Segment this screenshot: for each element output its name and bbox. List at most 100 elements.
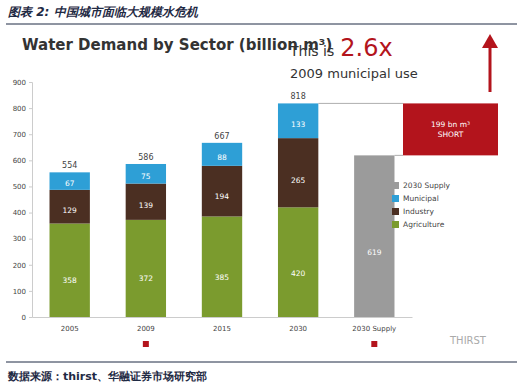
annotation-arrow-shaft — [489, 44, 492, 92]
total-label: 586 — [138, 153, 153, 162]
y-tick: 900 — [13, 79, 32, 87]
shortfall-label: 199 bn m³ — [431, 120, 470, 129]
y-tick-label: 800 — [13, 105, 26, 113]
x-tick-label: 2015 — [213, 325, 231, 333]
footer-rule — [6, 362, 517, 363]
bar-value-label: 358 — [63, 276, 78, 285]
y-tick-mark — [29, 239, 32, 240]
bar-value-label: 385 — [215, 273, 230, 282]
y-tick: 100 — [13, 288, 32, 296]
bar-segment — [278, 207, 318, 317]
legend-label: Industry — [403, 207, 434, 216]
y-tick-label: 500 — [13, 183, 26, 191]
watermark: THIRST — [449, 335, 487, 346]
bar-value-label: 372 — [139, 274, 154, 283]
chart-svg: 图表 2: 中国城市面临大规模水危机 Water Demand by Sector… — [0, 0, 523, 390]
y-tick-mark — [29, 186, 32, 187]
y-tick-label: 300 — [13, 235, 26, 243]
bar-segment — [50, 224, 90, 317]
header-title: 图表 2: 中国城市面临大规模水危机 — [8, 5, 199, 19]
bar-segment — [202, 166, 242, 217]
y-tick-label: 900 — [13, 79, 26, 87]
shortfall-guide-bottom — [394, 155, 403, 156]
bar-segment — [202, 216, 242, 317]
bar-segment — [202, 143, 242, 166]
y-tick: 700 — [13, 131, 32, 139]
y-tick-mark — [29, 134, 32, 135]
bar-segment — [126, 184, 166, 220]
y-tick: 400 — [13, 209, 32, 217]
legend: 2030 Supply Municipal Industry Agriculture — [392, 181, 451, 229]
y-axis-line — [29, 83, 33, 318]
legend-item: Agriculture — [392, 220, 445, 229]
y-tick-label: 600 — [13, 157, 26, 165]
legend-swatch — [392, 208, 399, 215]
y-tick-mark — [29, 213, 32, 214]
bar-segment — [126, 164, 166, 184]
total-label: 667 — [214, 132, 229, 141]
bar-value-label: 129 — [63, 206, 78, 215]
bar-segment — [50, 190, 90, 224]
bar-value-label: 420 — [291, 269, 306, 278]
shortfall-annotation: 199 bn m³SHORT This is2.6x 2009 municipal … — [289, 34, 498, 155]
shortfall-label: SHORT — [438, 130, 464, 139]
bar-segment — [50, 172, 90, 189]
shortfall-box — [403, 103, 498, 155]
legend-item: Industry — [392, 207, 434, 216]
plot-area — [50, 103, 395, 317]
y-tick: 600 — [13, 157, 32, 165]
annotation-arrow-head — [482, 34, 498, 48]
bar-segment — [126, 220, 166, 317]
bar-value-label: 67 — [65, 179, 75, 188]
legend-label: Agriculture — [403, 220, 445, 229]
y-tick-mark — [29, 160, 32, 161]
y-tick: 200 — [13, 262, 32, 270]
x-tick-label: 2005 — [61, 325, 79, 333]
bar-value-label: 75 — [141, 172, 151, 181]
x-tick-label: 2030 Supply — [352, 325, 396, 333]
y-tick-label: 100 — [13, 288, 26, 296]
legend-label: Municipal — [403, 194, 439, 203]
bar-value-label: 139 — [139, 201, 154, 210]
category-marker — [371, 341, 377, 347]
bar-segment — [354, 155, 394, 317]
x-tick-label: 2009 — [137, 325, 155, 333]
y-tick: 500 — [13, 183, 32, 191]
y-tick-label: 0 — [22, 314, 26, 322]
x-tick: 2009 — [137, 317, 155, 333]
x-axis-line — [33, 317, 413, 318]
y-tick-mark — [29, 108, 32, 109]
annotation-text: 2009 municipal use — [290, 66, 418, 81]
x-axis: 2005 2009 2015 2030 2030 Supply — [33, 317, 413, 333]
y-tick-mark — [29, 291, 32, 292]
y-tick-label: 200 — [13, 262, 26, 270]
x-tick: 2015 — [213, 317, 231, 333]
x-tick-label: 2030 — [289, 325, 307, 333]
legend-label: 2030 Supply — [403, 181, 451, 190]
category-marker — [143, 341, 149, 347]
y-axis: 0 100 200 300 400 500 600 700 800 900 — [13, 79, 33, 322]
legend-swatch — [392, 195, 399, 202]
annotation-line1: This is2.6x — [289, 34, 393, 62]
y-tick: 300 — [13, 235, 32, 243]
chart-title: Water Demand by Sector (billion m³) — [22, 36, 332, 54]
y-tick-mark — [29, 265, 32, 266]
y-tick-mark — [29, 317, 32, 318]
y-tick-mark — [29, 82, 32, 83]
bar-value-label: 619 — [367, 248, 382, 257]
x-tick: 2030 — [289, 317, 307, 333]
bar-value-label: 133 — [291, 120, 306, 129]
shortfall-guide-top — [318, 103, 403, 104]
total-label: 554 — [62, 161, 77, 170]
y-tick: 0 — [22, 314, 32, 322]
data-labels: 3583723854201291391942656775881336195545… — [62, 92, 382, 284]
bar-segment — [278, 138, 318, 207]
chart-root: 图表 2: 中国城市面临大规模水危机 Water Demand by Sector… — [0, 0, 523, 390]
legend-item: Municipal — [392, 194, 439, 203]
source: 数据来源：thirst、华融证券市场研究部 — [7, 370, 207, 383]
x-tick: 2005 — [61, 317, 79, 333]
y-tick-label: 400 — [13, 209, 26, 217]
bar-segment — [278, 103, 318, 138]
annotation-text: This is — [289, 43, 334, 59]
x-tick: 2030 Supply — [352, 317, 396, 333]
